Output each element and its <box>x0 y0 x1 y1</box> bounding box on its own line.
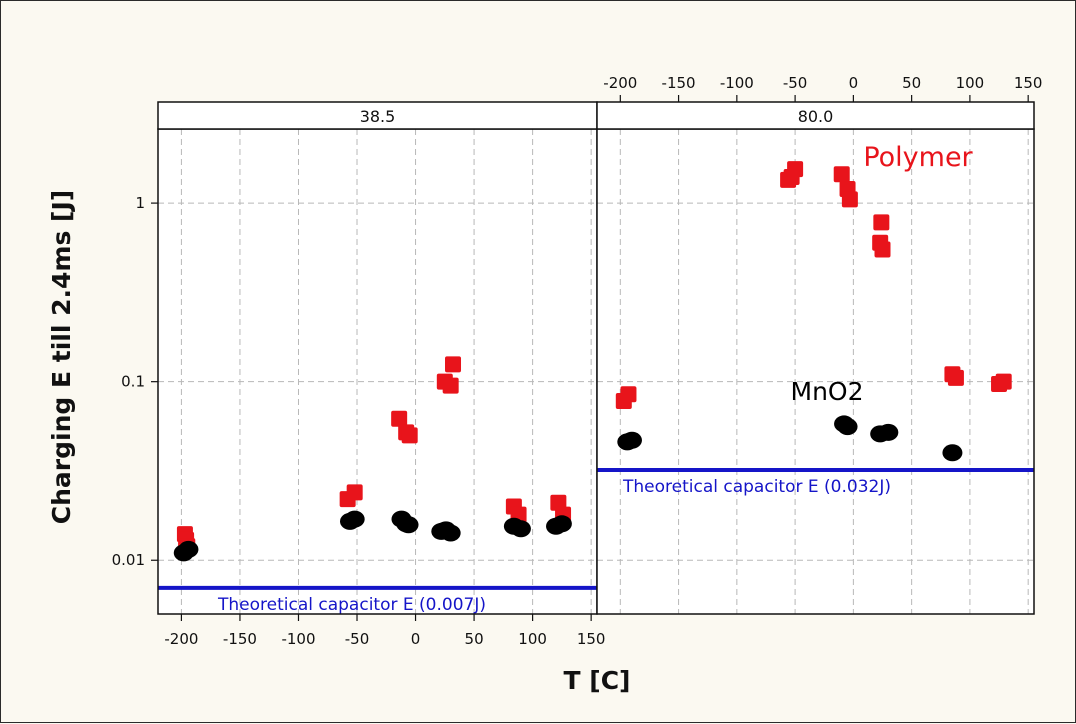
y-tick-label: 0.01 <box>112 551 145 569</box>
y-axis-title: Charging E till 2.4ms [J] <box>47 190 76 524</box>
x-tick-label: 100 <box>956 74 985 92</box>
x-tick-label: -50 <box>783 74 808 92</box>
data-point-mno2 <box>344 510 365 528</box>
x-tick-label: 0 <box>849 74 859 92</box>
x-tick-label: -100 <box>720 74 754 92</box>
data-point-polymer <box>346 484 363 501</box>
data-point-mno2 <box>398 516 419 534</box>
panel-background <box>158 129 597 614</box>
annotation-label: Polymer <box>863 142 973 173</box>
data-point-polymer <box>391 410 408 427</box>
x-tick-label: -150 <box>223 630 257 648</box>
reference-label: Theoretical capacitor E (0.007J) <box>217 595 486 615</box>
x-tick-label: -100 <box>281 630 315 648</box>
x-axis-title: T [C] <box>564 666 631 695</box>
data-point-polymer <box>874 241 891 258</box>
x-tick-label: -50 <box>345 630 370 648</box>
x-tick-label: -200 <box>164 630 198 648</box>
data-point-mno2 <box>837 418 858 436</box>
y-tick-label: 0.1 <box>121 373 145 391</box>
x-tick-label: 50 <box>902 74 921 92</box>
annotation-label: MnO2 <box>791 377 864 406</box>
plot-layer: Theoretical capacitor E (0.007J) 38.5 -200… <box>112 74 1043 648</box>
y-tick-label: 1 <box>135 194 145 212</box>
data-point-mno2 <box>942 444 963 462</box>
data-point-polymer <box>995 373 1012 390</box>
data-point-polymer <box>442 377 459 394</box>
data-point-polymer <box>445 356 462 373</box>
data-point-mno2 <box>178 540 199 558</box>
data-point-mno2 <box>621 431 642 449</box>
data-point-polymer <box>620 386 637 403</box>
x-tick-label: 0 <box>411 630 421 648</box>
strip-header <box>596 101 1035 130</box>
x-tick-label: 150 <box>1014 74 1043 92</box>
reference-label: Theoretical capacitor E (0.032J) <box>622 477 891 497</box>
data-point-polymer <box>783 169 800 186</box>
data-point-mno2 <box>510 520 531 538</box>
data-point-polymer <box>873 214 890 231</box>
strip-label: 80.0 <box>798 107 834 126</box>
data-point-mno2 <box>440 524 461 542</box>
data-point-mno2 <box>878 423 899 441</box>
x-tick-label: 150 <box>577 630 606 648</box>
data-point-polymer <box>401 427 418 444</box>
data-point-polymer <box>833 166 850 183</box>
panel-background <box>597 129 1034 614</box>
x-tick-label: -200 <box>603 74 637 92</box>
data-point-polymer <box>947 369 964 386</box>
x-tick-label: 100 <box>518 630 547 648</box>
x-tick-label: -150 <box>662 74 696 92</box>
x-tick-label: 50 <box>465 630 484 648</box>
data-point-mno2 <box>551 515 572 533</box>
strip-label: 38.5 <box>360 107 396 126</box>
data-point-polymer <box>841 191 858 208</box>
